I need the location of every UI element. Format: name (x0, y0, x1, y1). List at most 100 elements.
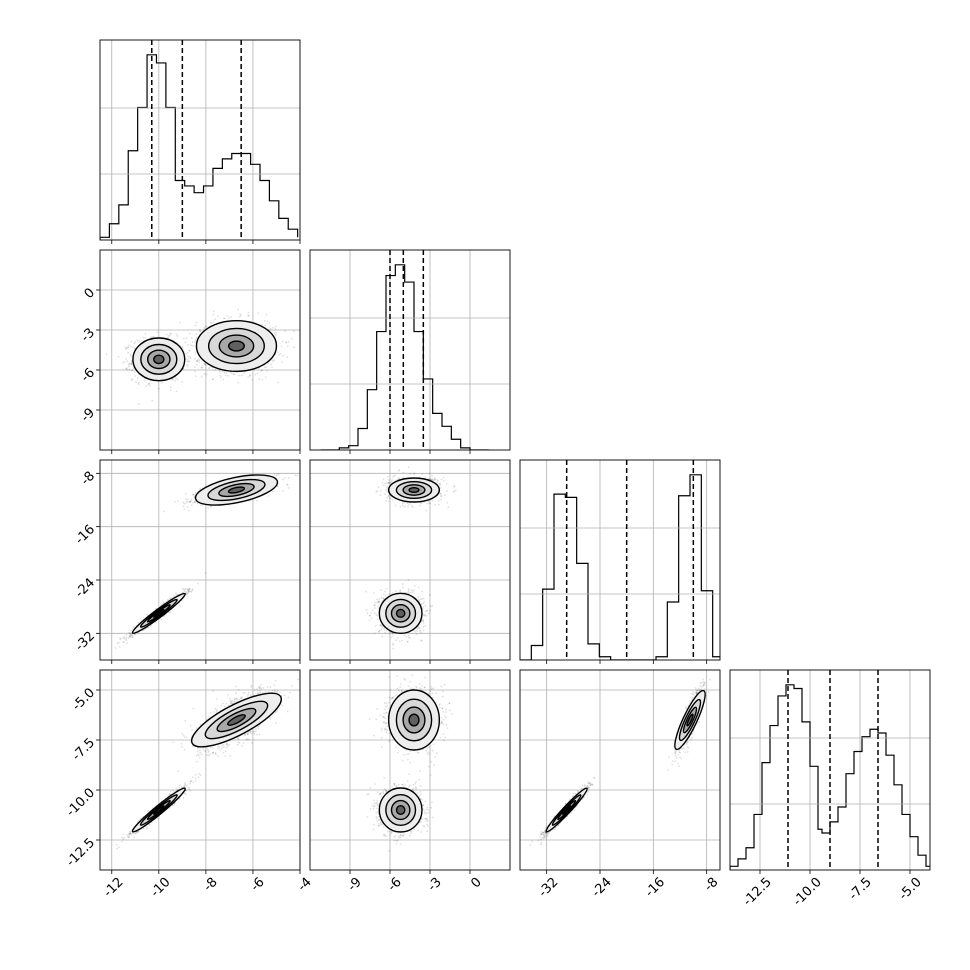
y-tick-label-1-3: 0 (82, 285, 98, 301)
contour-3-2-0-3 (545, 787, 588, 833)
panel-frame-3-3 (729, 669, 931, 871)
y-tick-label-1-1: -6 (78, 365, 98, 385)
contour-1-0-0-3 (132, 337, 186, 382)
x-tick-label-1-2: -3 (425, 875, 445, 895)
contour-1-0-0-0 (153, 354, 165, 365)
contour-3-2-0-1 (557, 799, 577, 821)
contour-2-0-0-3 (131, 592, 186, 634)
y-tick-label-1-0: -9 (78, 405, 98, 425)
x-tick-label-1-1: -6 (385, 875, 405, 895)
panel-frame-2-0 (99, 459, 301, 661)
contour-2-1-1-1 (402, 484, 426, 496)
contour-2-1-1-2 (395, 480, 433, 500)
contour-2-1-0-3 (378, 592, 423, 635)
contour-2-1-1-3 (387, 477, 441, 503)
contour-1-0-1-2 (207, 327, 265, 365)
contour-3-2-1-3 (674, 689, 706, 751)
contour-3-2-0-0 (561, 805, 572, 815)
panel-3-0 (100, 670, 300, 870)
x-tick-label-2-2: -16 (642, 875, 668, 901)
contour-3-2-0-2 (551, 794, 582, 826)
contour-3-2-1-2 (678, 698, 702, 742)
panel-2-2 (520, 460, 720, 660)
panel-frame-3-1 (309, 669, 511, 871)
contour-3-0-1-1 (216, 707, 257, 733)
y-tick-label-3-0: -12.5 (64, 835, 98, 869)
contour-3-2-1-1 (682, 706, 698, 734)
histogram-1 (320, 264, 489, 450)
contour-1-0-1-3 (195, 319, 278, 373)
density-1-0-1-3 (228, 341, 245, 351)
contour-2-0-0-0 (152, 608, 165, 618)
density-3-2-1-3 (687, 714, 693, 726)
density-3-0-0-3 (153, 805, 164, 815)
y-tick-label-2-0: -32 (72, 629, 98, 655)
contour-2-1-0-2 (385, 598, 417, 628)
panel-2-1 (310, 460, 510, 660)
contour-3-0-1-0 (227, 714, 246, 726)
contour-1-0-1-1 (218, 334, 255, 358)
panel-3-1 (310, 670, 510, 870)
contour-2-0-1-2 (207, 478, 266, 502)
contour-2-0-0-2 (139, 598, 178, 628)
panel-1-0 (100, 250, 300, 450)
contour-3-1-0-3 (378, 787, 423, 833)
panel-3-3 (730, 670, 930, 870)
y-tick-label-1-2: -3 (78, 325, 98, 345)
contour-3-2-1-0 (686, 713, 694, 727)
contour-3-0-0-3 (131, 787, 186, 833)
panel-frame-1-0 (99, 249, 301, 451)
contour-2-0-1-3 (194, 474, 279, 506)
y-tick-label-2-3: -8 (78, 469, 98, 489)
contour-3-1-0-1 (390, 799, 411, 821)
density-3-1-0-3 (396, 805, 405, 815)
contour-3-0-0-1 (146, 799, 171, 821)
panel-3-2 (520, 670, 720, 870)
y-tick-label-2-1: -24 (72, 575, 98, 601)
contour-1-0-0-2 (140, 343, 178, 375)
y-tick-label-2-2: -16 (72, 522, 98, 548)
x-tick-label-3-3: -5.0 (896, 875, 925, 904)
contour-3-0-0-2 (139, 794, 178, 826)
x-tick-label-2-1: -24 (589, 875, 615, 901)
panel-frame-1-1 (309, 249, 511, 451)
x-tick-label-0-2: -8 (201, 875, 221, 895)
contour-3-1-1-0 (408, 713, 420, 727)
x-tick-label-0-4: -4 (295, 875, 315, 895)
contour-3-1-1-1 (402, 706, 426, 734)
contour-2-0-0-1 (146, 604, 171, 623)
contour-1-0-1-0 (227, 340, 245, 352)
contour-3-1-1-2 (395, 698, 433, 742)
x-tick-label-2-3: -8 (702, 875, 722, 895)
density-2-1-0-3 (396, 609, 405, 618)
x-tick-label-3-2: -7.5 (846, 875, 875, 904)
density-2-1-1-3 (409, 487, 419, 493)
y-tick-label-3-3: -5.0 (69, 685, 98, 714)
histogram-2 (520, 474, 720, 660)
y-tick-label-3-1: -10.0 (64, 785, 98, 819)
panel-2-0 (100, 460, 300, 660)
density-2-0-1-3 (228, 487, 245, 493)
x-tick-label-2-0: -32 (536, 875, 562, 901)
contour-3-1-1-3 (387, 689, 441, 751)
panel-frame-3-0 (99, 669, 301, 871)
density-1-0-0-3 (153, 355, 164, 364)
contour-2-1-0-0 (395, 608, 406, 618)
panel-frame-2-1 (309, 459, 511, 661)
contour-3-1-0-0 (395, 805, 406, 815)
histogram-3 (730, 684, 930, 870)
density-3-2-0-3 (562, 805, 571, 815)
histogram-0 (100, 54, 299, 240)
density-2-0-0-3 (153, 609, 164, 618)
contour-3-1-0-2 (385, 794, 417, 826)
x-tick-label-1-3: 0 (468, 875, 484, 891)
x-tick-label-0-3: -6 (248, 875, 268, 895)
panel-frame-3-2 (519, 669, 721, 871)
panel-frame-2-2 (519, 459, 721, 661)
contour-1-0-0-1 (146, 349, 171, 370)
x-tick-label-0-1: -10 (148, 875, 174, 901)
contour-3-0-1-2 (204, 700, 269, 740)
density-3-1-1-3 (409, 714, 419, 726)
x-tick-label-3-0: -12.5 (740, 875, 774, 909)
panel-0-0 (100, 40, 300, 240)
